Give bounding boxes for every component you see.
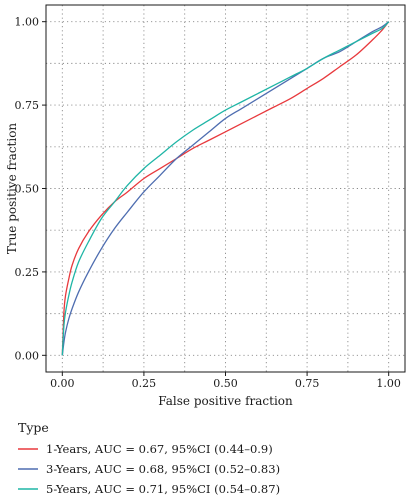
legend-label-1: 1-Years, AUC = 0.67, 95%CI (0.44–0.9) xyxy=(46,442,273,456)
legend-label-3: 5-Years, AUC = 0.71, 95%CI (0.54–0.87) xyxy=(46,482,280,496)
y-tick-label: 0.75 xyxy=(15,99,40,112)
x-tick-label: 0.00 xyxy=(50,377,75,390)
y-axis-ticks: 0.00 0.25 0.50 0.75 1.00 xyxy=(15,16,46,362)
x-tick-label: 1.00 xyxy=(376,377,401,390)
x-tick-label: 0.25 xyxy=(132,377,157,390)
x-tick-label: 0.50 xyxy=(213,377,238,390)
y-tick-label: 0.00 xyxy=(15,349,40,362)
x-axis-ticks: 0.00 0.25 0.50 0.75 1.00 xyxy=(50,372,401,390)
series-line-2 xyxy=(61,21,390,356)
y-tick-label: 0.50 xyxy=(15,183,40,196)
legend-title: Type xyxy=(18,420,49,435)
series-lines xyxy=(61,21,390,356)
series-line-3 xyxy=(61,21,390,356)
legend: Type 1-Years, AUC = 0.67, 95%CI (0.44–0.… xyxy=(18,420,280,496)
legend-label-2: 3-Years, AUC = 0.68, 95%CI (0.52–0.83) xyxy=(46,462,280,476)
x-axis-title: False positive fraction xyxy=(158,394,293,408)
y-axis-title: True positive fraction xyxy=(5,123,19,255)
y-tick-label: 1.00 xyxy=(15,16,40,29)
series-line-1 xyxy=(61,21,390,356)
y-tick-label: 0.25 xyxy=(15,266,40,279)
grid xyxy=(46,5,405,372)
x-tick-label: 0.75 xyxy=(295,377,320,390)
